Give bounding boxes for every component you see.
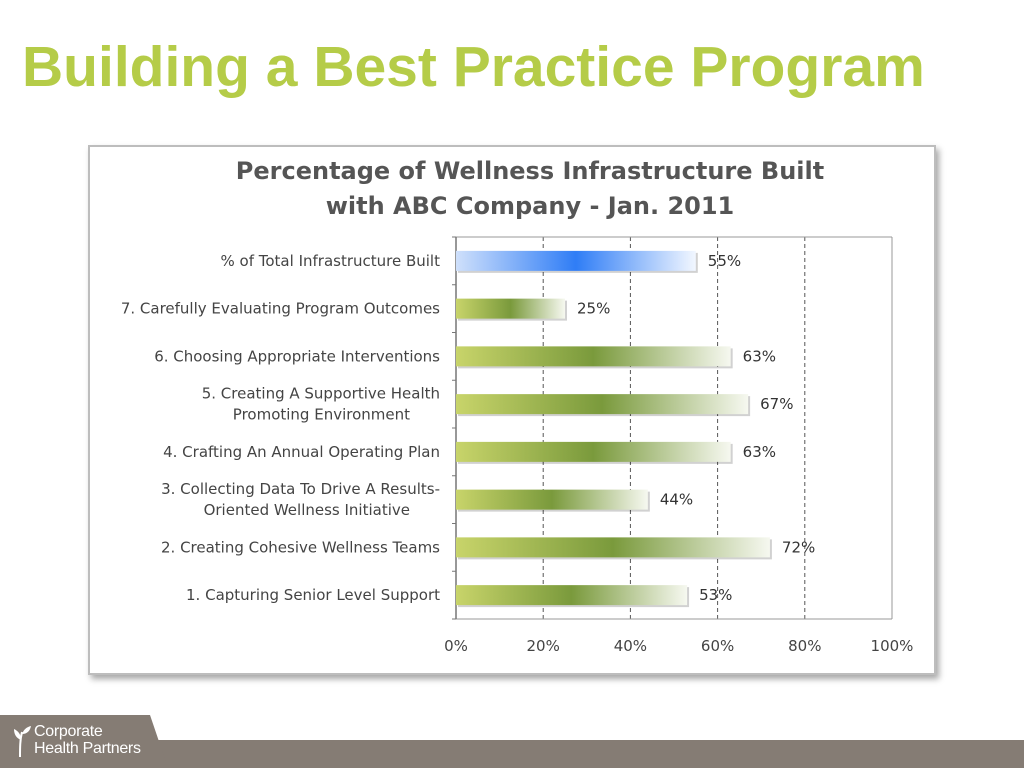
- category-label-line: 1. Capturing Senior Level Support: [186, 586, 440, 604]
- bar: [456, 250, 696, 271]
- category-label: % of Total Infrastructure Built: [221, 252, 441, 270]
- category-label-line: % of Total Infrastructure Built: [221, 252, 441, 270]
- data-label: 63%: [743, 347, 776, 365]
- bar: [456, 346, 731, 367]
- data-label: 25%: [577, 300, 610, 318]
- slide-title: Building a Best Practice Program: [22, 35, 925, 99]
- category-label-line: Promoting Environment: [233, 406, 410, 424]
- data-label: 63%: [743, 443, 776, 461]
- x-tick-label: 60%: [701, 637, 734, 655]
- chart-title: Percentage of Wellness Infrastructure Bu…: [236, 157, 824, 220]
- data-label: 67%: [760, 395, 793, 413]
- x-tick-label: 20%: [527, 637, 560, 655]
- bar: [456, 298, 565, 319]
- bar: [456, 489, 648, 510]
- chart-title-line: Percentage of Wellness Infrastructure Bu…: [236, 157, 824, 185]
- bar: [456, 394, 749, 415]
- category-label-line: 6. Choosing Appropriate Interventions: [154, 347, 440, 365]
- x-tick-label: 80%: [788, 637, 821, 655]
- category-label-line: 2. Creating Cohesive Wellness Teams: [161, 538, 440, 556]
- category-label-line: 7. Carefully Evaluating Program Outcomes: [121, 300, 440, 318]
- category-label-line: 3. Collecting Data To Drive A Results-: [161, 480, 440, 498]
- bar-chart: Percentage of Wellness Infrastructure Bu…: [121, 157, 914, 655]
- category-label: 4. Crafting An Annual Operating Plan: [163, 443, 440, 461]
- x-tick-label: 40%: [614, 637, 647, 655]
- category-label-line: Oriented Wellness Initiative: [204, 501, 410, 519]
- category-label: 2. Creating Cohesive Wellness Teams: [161, 538, 440, 556]
- sprout-icon: [14, 726, 31, 758]
- chart-frame: Percentage of Wellness Infrastructure Bu…: [88, 145, 936, 675]
- bar: [456, 585, 688, 606]
- data-label: 53%: [699, 586, 732, 604]
- logo-text-line2: Health Partners: [34, 740, 141, 757]
- data-label: 72%: [782, 538, 815, 556]
- category-label-line: 5. Creating A Supportive Health: [202, 385, 440, 403]
- logo-text-line1: Corporate: [34, 723, 103, 740]
- footer-tab: [0, 715, 168, 768]
- x-tick-label: 0%: [444, 637, 468, 655]
- bar: [456, 537, 770, 558]
- chart-title-line: with ABC Company - Jan. 2011: [326, 192, 735, 220]
- category-label: 5. Creating A Supportive Health Promoting…: [202, 385, 440, 424]
- company-logo: Corporate Health Partners: [12, 722, 172, 762]
- category-label: 3. Collecting Data To Drive A Results- Or…: [161, 480, 440, 519]
- category-label: 1. Capturing Senior Level Support: [186, 586, 440, 604]
- footer-bar: [0, 740, 1024, 768]
- data-label: 44%: [660, 491, 693, 509]
- category-label-line: 4. Crafting An Annual Operating Plan: [163, 443, 440, 461]
- category-label: 7. Carefully Evaluating Program Outcomes: [121, 300, 440, 318]
- x-tick-label: 100%: [871, 637, 914, 655]
- category-label: 6. Choosing Appropriate Interventions: [154, 347, 440, 365]
- bar: [456, 441, 731, 462]
- data-label: 55%: [708, 252, 741, 270]
